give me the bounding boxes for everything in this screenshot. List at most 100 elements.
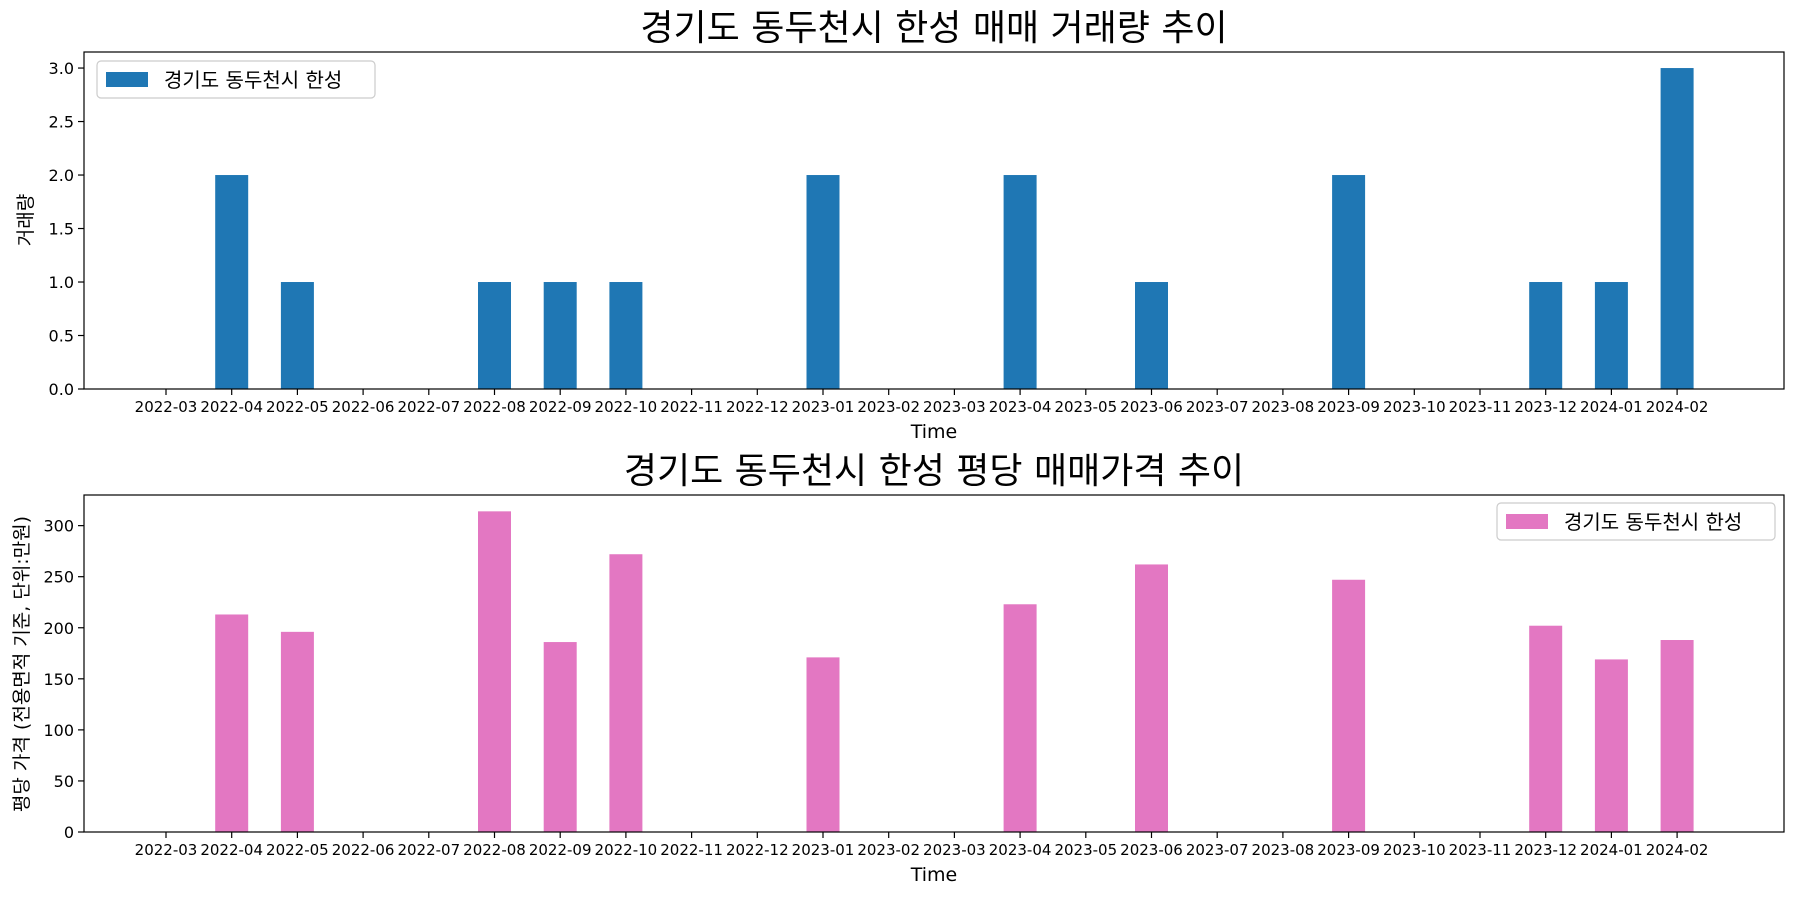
- bar-2023-04: [1003, 175, 1037, 389]
- bar-2022-05: [280, 282, 314, 389]
- y-tick-label: 150: [43, 670, 74, 689]
- x-tick-label: 2023-07: [1186, 398, 1249, 416]
- y-tick-label: 1.5: [49, 220, 74, 239]
- bar-2024-01: [1594, 282, 1628, 389]
- x-tick-label: 2022-08: [463, 841, 526, 859]
- x-tick-label: 2022-03: [135, 841, 198, 859]
- x-tick-label: 2022-03: [135, 398, 198, 416]
- x-tick-label: 2023-03: [923, 398, 986, 416]
- x-tick-label: 2022-11: [660, 398, 723, 416]
- bar-2022-10: [609, 554, 643, 832]
- bar-2023-01: [806, 657, 840, 832]
- bar-2023-09: [1332, 579, 1366, 832]
- x-tick-label: 2022-07: [397, 398, 460, 416]
- y-tick-label: 300: [43, 517, 74, 536]
- bar-2023-12: [1529, 282, 1563, 389]
- x-tick-label: 2024-02: [1646, 398, 1709, 416]
- bar-2022-04: [215, 614, 249, 832]
- legend-box: [96, 60, 376, 99]
- x-tick-label: 2023-09: [1317, 841, 1380, 859]
- bar-2023-09: [1332, 175, 1366, 389]
- bar-2022-10: [609, 282, 643, 389]
- x-tick-label: 2023-02: [857, 398, 920, 416]
- x-tick-label: 2022-06: [332, 841, 395, 859]
- x-tick-label: 2023-08: [1252, 398, 1315, 416]
- x-tick-label: 2023-05: [1054, 398, 1117, 416]
- x-tick-label: 2022-09: [529, 841, 592, 859]
- bar-2023-04: [1003, 604, 1037, 832]
- y-tick-label: 0.5: [49, 327, 74, 346]
- bar-2024-02: [1660, 640, 1694, 832]
- x-tick-label: 2023-06: [1120, 841, 1183, 859]
- x-tick-label: 2022-05: [266, 841, 329, 859]
- y-tick-label: 2.5: [49, 113, 74, 132]
- x-tick-label: 2023-06: [1120, 398, 1183, 416]
- x-tick-label: 2023-12: [1514, 841, 1577, 859]
- y-tick-label: 1.0: [49, 273, 74, 292]
- x-tick-label: 2023-11: [1449, 398, 1512, 416]
- bar-2022-08: [478, 511, 511, 832]
- x-tick-label: 2023-01: [792, 841, 855, 859]
- bar-2024-02: [1660, 68, 1694, 390]
- x-tick-label: 2022-12: [726, 841, 789, 859]
- x-tick-label: 2023-04: [989, 841, 1052, 859]
- x-tick-label: 2022-10: [595, 841, 658, 859]
- y-tick-label: 250: [43, 568, 74, 587]
- x-tick-label: 2022-05: [266, 398, 329, 416]
- bar-2022-08: [478, 282, 511, 389]
- x-tick-label: 2023-08: [1252, 841, 1315, 859]
- bar-2022-09: [543, 642, 577, 832]
- y-tick-label: 0: [64, 823, 74, 842]
- x-tick-label: 2023-05: [1054, 841, 1117, 859]
- x-tick-label: 2022-12: [726, 398, 789, 416]
- y-tick-label: 3.0: [49, 59, 74, 78]
- x-tick-label: 2024-01: [1580, 841, 1643, 859]
- y-tick-label: 2.0: [49, 166, 74, 185]
- bar-2023-01: [806, 175, 840, 389]
- x-tick-label: 2023-04: [989, 398, 1052, 416]
- x-tick-label: 2023-10: [1383, 841, 1446, 859]
- y-axis-label: 평당 가격 (전용면적 기준, 단위:만원): [11, 516, 33, 812]
- bar-2023-06: [1135, 282, 1168, 389]
- x-tick-label: 2023-03: [923, 841, 986, 859]
- x-tick-label: 2023-07: [1186, 841, 1249, 859]
- legend-label: 경기도 동두천시 한성: [1564, 510, 1742, 534]
- bar-2022-09: [543, 282, 577, 389]
- chart-title: 경기도 동두천시 한성 평당 매매가격 추이: [624, 451, 1244, 492]
- x-tick-label: 2023-09: [1317, 398, 1380, 416]
- plot-frame: [83, 51, 1785, 390]
- y-tick-label: 0.0: [49, 380, 74, 399]
- bar-2023-12: [1529, 625, 1563, 832]
- x-tick-label: 2024-01: [1580, 398, 1643, 416]
- x-tick-label: 2022-08: [463, 398, 526, 416]
- x-axis-label: Time: [910, 864, 958, 886]
- bar-2023-06: [1135, 564, 1168, 832]
- x-tick-label: 2022-04: [200, 398, 263, 416]
- bar-2024-01: [1594, 659, 1628, 832]
- chart-title: 경기도 동두천시 한성 매매 거래량 추이: [640, 8, 1227, 49]
- plot-frame: [83, 494, 1785, 833]
- y-axis-label: 거래량: [15, 194, 37, 246]
- bar-2022-05: [280, 631, 314, 832]
- x-tick-label: 2022-07: [397, 841, 460, 859]
- x-tick-label: 2022-11: [660, 841, 723, 859]
- x-tick-label: 2022-09: [529, 398, 592, 416]
- x-tick-label: 2024-02: [1646, 841, 1709, 859]
- x-tick-label: 2023-10: [1383, 398, 1446, 416]
- legend-swatch: [106, 72, 148, 87]
- x-axis-label: Time: [910, 421, 958, 443]
- x-tick-label: 2022-10: [595, 398, 658, 416]
- y-tick-label: 100: [43, 721, 74, 740]
- legend-swatch: [1506, 514, 1548, 529]
- y-tick-label: 50: [54, 772, 74, 791]
- x-tick-label: 2023-01: [792, 398, 855, 416]
- x-tick-label: 2022-06: [332, 398, 395, 416]
- x-tick-label: 2023-11: [1449, 841, 1512, 859]
- bar-2022-04: [215, 175, 249, 389]
- x-tick-label: 2022-04: [200, 841, 263, 859]
- x-tick-label: 2023-02: [857, 841, 920, 859]
- legend-box: [1496, 502, 1776, 541]
- y-tick-label: 200: [43, 619, 74, 638]
